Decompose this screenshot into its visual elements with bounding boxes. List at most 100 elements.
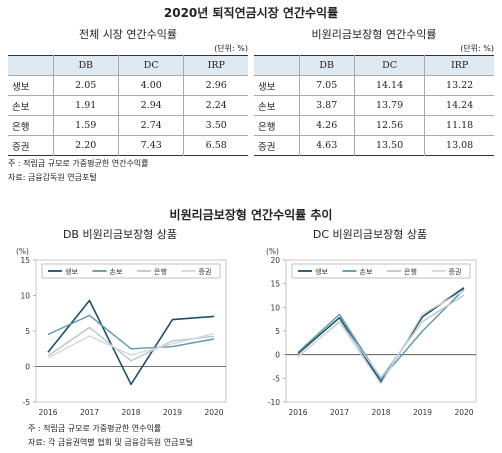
legend-label: 은행 xyxy=(404,267,417,276)
table-header-row: DB DC IRP xyxy=(8,55,248,76)
x-tick-label: 2020 xyxy=(454,408,473,417)
legend-label: 생보 xyxy=(65,267,78,276)
db-line-chart: DB 비원리금보장형 상품 (%)15 10 5 0 -5 2016 2017 2018 2019… xyxy=(16,228,227,417)
y-tick-label: -5 xyxy=(23,398,31,407)
x-tick-label: 2016 xyxy=(38,408,57,417)
chart-title: DB 비원리금보장형 상품 xyxy=(63,228,177,241)
table-cell: 1.91 xyxy=(52,95,119,116)
y-tick-label: 15 xyxy=(20,256,30,265)
y-tick-label: 5 xyxy=(275,327,280,336)
header-cell: DB xyxy=(52,55,119,76)
x-tick-label: 2017 xyxy=(330,408,349,417)
table-row: 생보 2.05 4.00 2.96 xyxy=(8,75,248,96)
right-table-unit: (단위: %) xyxy=(460,44,494,53)
x-tick-label: 2018 xyxy=(371,408,390,417)
right-table: DB DC IRP 생보 7.05 14.14 13.22 손보 3.87 13… xyxy=(254,55,494,156)
y-tick-label: 10 xyxy=(270,303,280,312)
legend-box xyxy=(291,263,471,279)
table-cell: 14.24 xyxy=(424,95,494,116)
table-row: 손보 1.91 2.94 2.24 xyxy=(8,95,248,116)
table-cell: 2.24 xyxy=(183,95,248,116)
table-cell: 2.74 xyxy=(117,115,184,136)
table-cell: 4.26 xyxy=(298,115,355,136)
table-cell: 13.08 xyxy=(424,135,494,156)
series-line-은행 xyxy=(47,326,215,362)
table-row: 증권 4.63 13.50 13.08 xyxy=(254,135,494,156)
row-label: 증권 xyxy=(258,141,276,153)
row-label: 은행 xyxy=(12,121,30,133)
table-cell: 12.56 xyxy=(353,115,425,136)
table-cell: 4.00 xyxy=(117,75,184,96)
table-row: 은행 1.59 2.74 3.50 xyxy=(8,115,248,136)
series-line-손보 xyxy=(297,288,465,381)
x-tick-label: 2020 xyxy=(204,408,223,417)
table-row: 생보 7.05 14.14 13.22 xyxy=(254,75,494,96)
header-cell: DC xyxy=(353,55,425,76)
y-tick-label: 5 xyxy=(25,327,30,336)
right-table-title: 비원리금보장형 연간수익률 xyxy=(311,28,437,41)
series-line-생보 xyxy=(297,287,465,383)
legend-label: 은행 xyxy=(154,267,167,276)
page-title: 2020년 퇴직연금시장 연간수익률 xyxy=(163,6,339,20)
row-label: 생보 xyxy=(258,81,276,93)
chart-title: DC 비원리금보장형 상품 xyxy=(313,228,427,241)
table-cell: 13.79 xyxy=(353,95,425,116)
y-axis-label: (%) xyxy=(266,247,279,256)
y-tick-label: -10 xyxy=(268,398,280,407)
row-label: 손보 xyxy=(12,101,30,113)
y-tick-label: 0 xyxy=(275,351,280,360)
table-row: 증권 2.20 7.43 6.58 xyxy=(8,135,248,156)
table-cell: 6.58 xyxy=(183,135,248,156)
x-tick-label: 2018 xyxy=(121,408,140,417)
chart-source: 자료: 각 금융권역별 협회 및 금융감독원 연금포털 xyxy=(28,438,194,447)
y-axis-label: (%) xyxy=(16,247,29,256)
table-header-row: DB DC IRP xyxy=(254,55,494,76)
dc-line-chart: DC 비원리금보장형 상품 (%)20 15 10 5 0 -5 -10 2016 2017 201… xyxy=(266,228,477,417)
x-tick-label: 2017 xyxy=(80,408,99,417)
y-tick-label: 10 xyxy=(20,292,30,301)
table-cell: 2.05 xyxy=(52,75,119,96)
table-cell: 4.63 xyxy=(298,135,355,156)
y-tick-label: 20 xyxy=(270,256,280,265)
table-row: 은행 4.26 12.56 11.18 xyxy=(254,115,494,136)
row-label: 은행 xyxy=(258,121,276,133)
header-cell: DC xyxy=(117,55,184,76)
chart-note: 주 : 적립금 규모로 가중평균한 연수익률 xyxy=(28,424,162,433)
legend-box xyxy=(41,263,221,279)
legend-label: 증권 xyxy=(199,268,212,276)
x-tick-label: 2019 xyxy=(413,408,432,417)
row-label: 증권 xyxy=(12,141,30,153)
table-source: 자료: 금융감독원 연금포털 xyxy=(8,173,97,182)
row-label: 생보 xyxy=(12,81,30,93)
series-line-증권 xyxy=(47,332,215,359)
x-tick-label: 2019 xyxy=(163,408,182,417)
series-line-손보 xyxy=(47,314,215,350)
table-note: 주 : 적립금 규모로 가중평균한 연간수익률 xyxy=(8,159,149,168)
legend-label: 증권 xyxy=(449,268,462,276)
table-cell: 7.43 xyxy=(117,135,184,156)
y-tick-label: 15 xyxy=(270,280,280,289)
table-cell: 2.96 xyxy=(183,75,248,96)
table-cell: 3.87 xyxy=(298,95,355,116)
series-line-증권 xyxy=(297,290,465,385)
y-tick-label: -5 xyxy=(273,374,281,383)
header-cell xyxy=(8,56,53,76)
table-row: 손보 3.87 13.79 14.24 xyxy=(254,95,494,116)
legend-label: 손보 xyxy=(110,268,123,276)
table-cell: 14.14 xyxy=(353,75,425,96)
x-tick-label: 2016 xyxy=(288,408,307,417)
header-cell: IRP xyxy=(183,55,248,76)
table-cell: 11.18 xyxy=(424,115,494,136)
legend-label: 생보 xyxy=(315,267,328,276)
header-cell: IRP xyxy=(424,55,494,76)
table-cell: 13.22 xyxy=(424,75,494,96)
section-title: 비원리금보장형 연간수익률 추이 xyxy=(169,208,333,222)
table-cell: 2.94 xyxy=(117,95,184,116)
header-cell: DB xyxy=(298,55,355,76)
table-cell: 13.50 xyxy=(353,135,425,156)
series-line-생보 xyxy=(47,299,215,386)
legend-label: 손보 xyxy=(360,268,373,276)
left-table-title: 전체 시장 연간수익률 xyxy=(78,28,178,41)
y-tick-label: 0 xyxy=(25,363,30,372)
table-cell: 1.59 xyxy=(52,115,119,136)
